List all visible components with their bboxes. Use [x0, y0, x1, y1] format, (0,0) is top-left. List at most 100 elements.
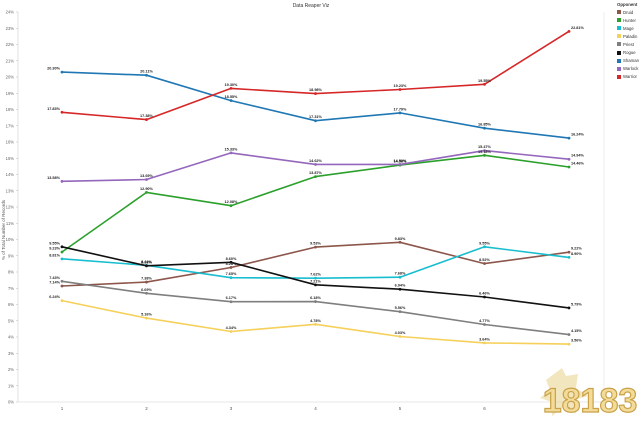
data-point-rogue — [314, 283, 317, 287]
data-label-shaman: 18.55% — [225, 95, 239, 99]
data-point-mage — [483, 245, 486, 249]
data-label-druid: 9.53% — [310, 242, 321, 246]
data-point-hunter — [229, 204, 233, 208]
data-point-paladin — [398, 335, 402, 338]
data-point-druid — [314, 245, 317, 249]
y-tick-label: 15% — [6, 156, 15, 161]
data-label-mage: 9.55% — [479, 241, 490, 245]
data-label-warrior: 19.30% — [225, 83, 239, 87]
data-label-shaman: 16.24% — [571, 133, 585, 137]
data-label-shaman: 20.11% — [140, 70, 153, 74]
data-label-priest: 4.77% — [479, 319, 490, 323]
y-axis: 0% 1% 2% 3% 4% 5% 6% 7% 8% 9% 10% 11% 12% 13% 14% 15% 16… — [6, 10, 18, 405]
data-label-rogue: 8.38% — [141, 260, 152, 264]
data-label-mage: 8.81% — [49, 253, 60, 257]
y-tick-label: 6% — [8, 302, 14, 307]
data-label-paladin: 4.78% — [310, 319, 321, 323]
data-point-warlock — [567, 157, 571, 161]
data-label-hunter: 9.23% — [49, 247, 60, 251]
data-point-druid — [567, 250, 571, 254]
data-label-mage: 7.62% — [310, 273, 321, 277]
data-point-druid — [398, 240, 402, 244]
y-tick-label: 11% — [6, 221, 14, 226]
legend: Opponent Druid Hunter Mage Paladin Priest Rog… — [617, 2, 643, 81]
y-tick-label: 9% — [8, 253, 14, 258]
data-label-warlock: 13.58% — [47, 176, 61, 180]
data-point-druid — [145, 280, 148, 284]
data-label-shaman: 20.30% — [47, 67, 61, 71]
data-point-priest — [145, 291, 148, 295]
y-tick-label: 12% — [6, 205, 15, 210]
data-point-priest — [229, 300, 233, 304]
data-point-paladin — [567, 342, 571, 346]
legend-label-druid: Druid — [623, 9, 634, 15]
legend-item-druid[interactable]: Druid — [617, 8, 643, 16]
watermark-splash — [540, 368, 588, 416]
data-label-rogue: 5.79% — [571, 302, 582, 306]
data-point-rogue — [60, 245, 64, 249]
data-label-rogue: 6.94% — [395, 284, 406, 288]
data-point-priest — [567, 333, 571, 336]
legend-item-shaman[interactable]: Shaman — [617, 57, 643, 65]
data-point-mage — [229, 276, 233, 280]
legend-item-hunter[interactable]: Hunter — [617, 16, 643, 24]
y-tick-label: 5% — [8, 318, 14, 323]
y-tick-label: 17% — [6, 123, 15, 128]
data-label-mage: 7.68% — [395, 272, 406, 276]
y-tick-label: 16% — [6, 140, 15, 145]
data-point-druid — [229, 266, 233, 269]
data-label-druid: 7.14% — [49, 280, 60, 284]
legend-label-warrior: Warrior — [623, 74, 637, 80]
data-label-priest: 4.15% — [571, 329, 582, 333]
data-label-paladin: 4.34% — [226, 326, 237, 330]
data-label-paladin: 4.03% — [395, 331, 406, 335]
data-label-warrior: 18.98% — [309, 88, 323, 92]
y-tick-label: 21% — [6, 58, 15, 63]
legend-item-priest[interactable]: Priest — [617, 40, 643, 48]
data-label-hunter: 14.58% — [394, 160, 408, 164]
data-label-druid: 8.28% — [226, 262, 237, 266]
data-point-shaman — [567, 136, 571, 140]
legend-item-mage[interactable]: Mage — [617, 24, 643, 32]
legend-item-warrior[interactable]: Warrior — [617, 73, 643, 81]
legend-swatch-mage — [617, 26, 621, 31]
legend-swatch-rogue — [617, 50, 621, 55]
data-label-warlock: 14.94% — [571, 154, 585, 158]
legend-item-paladin[interactable]: Paladin — [617, 32, 643, 40]
series-layer — [60, 29, 571, 346]
data-point-rogue — [229, 260, 233, 264]
legend-item-rogue[interactable]: Rogue — [617, 48, 643, 56]
y-tick-label: 20% — [6, 75, 15, 80]
data-point-rogue — [567, 306, 571, 310]
data-point-warrior — [145, 118, 148, 121]
data-label-rogue: 9.55% — [49, 241, 60, 245]
data-label-mage: 7.65% — [226, 272, 237, 276]
data-point-warrior — [483, 82, 486, 86]
data-point-paladin — [60, 299, 64, 302]
data-point-paladin — [145, 316, 148, 320]
y-tick-label: 0% — [8, 400, 14, 405]
data-label-warlock: 15.33% — [225, 147, 239, 151]
y-tick-label: 4% — [8, 335, 14, 340]
x-tick-label: 1 — [61, 406, 64, 411]
data-label-warrior: 22.81% — [571, 26, 585, 30]
data-point-shaman — [483, 126, 486, 130]
data-point-paladin — [229, 330, 233, 333]
legend-label-warlock: Warlock — [623, 66, 639, 72]
data-point-priest — [60, 279, 64, 283]
data-point-hunter — [483, 153, 486, 157]
data-point-shaman — [314, 119, 317, 123]
data-label-warlock: 13.69% — [140, 174, 154, 178]
legend-swatch-warrior — [617, 74, 621, 79]
legend-swatch-druid — [617, 10, 621, 15]
data-point-warrior — [398, 88, 402, 91]
data-point-shaman — [60, 70, 64, 74]
data-point-hunter — [567, 165, 571, 169]
data-label-warrior: 19.23% — [394, 84, 408, 88]
series-line-hunter — [61, 154, 570, 253]
data-label-paladin: 6.24% — [49, 295, 60, 299]
legend-item-warlock[interactable]: Warlock — [617, 65, 643, 73]
data-label-druid: 7.38% — [141, 277, 152, 281]
data-label-warrior: 17.38% — [140, 114, 154, 118]
data-label-priest: 7.43% — [49, 276, 60, 280]
